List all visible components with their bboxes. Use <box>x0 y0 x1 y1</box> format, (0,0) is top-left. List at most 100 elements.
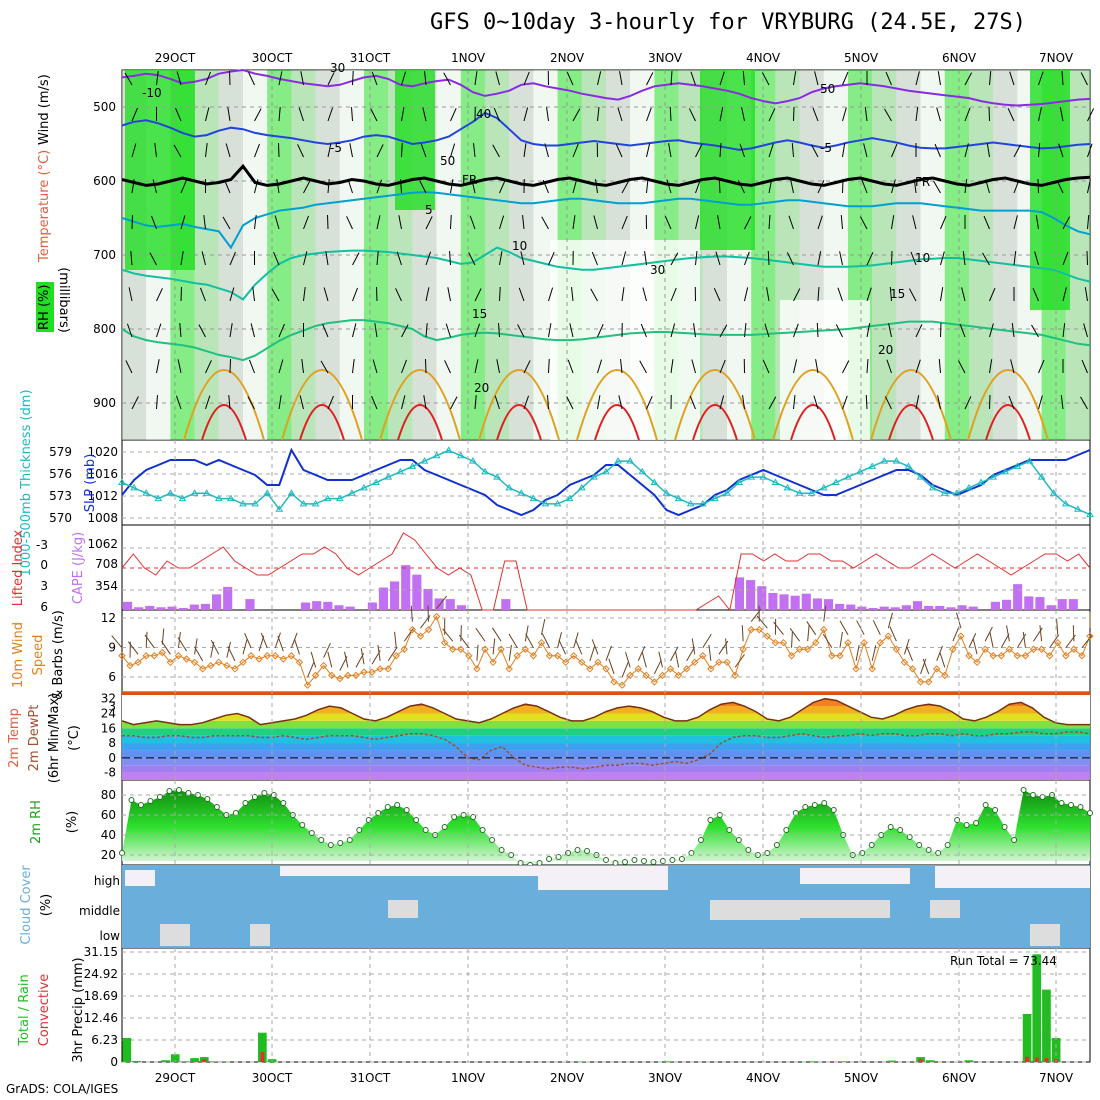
wind-barb <box>1032 287 1039 302</box>
wind-barb <box>419 180 427 194</box>
wind-barb <box>1072 625 1075 642</box>
wind-barb <box>989 71 992 86</box>
wind-barb <box>939 652 946 668</box>
wind-speed-point <box>400 645 409 653</box>
wind-speed-point <box>731 671 739 680</box>
bottom-date-label: 3NOV <box>648 1071 683 1085</box>
rh-unit-label: (%) <box>65 811 80 834</box>
wind-barb <box>1081 635 1093 649</box>
wind-speed-point <box>682 665 691 673</box>
wind-speed-point <box>755 625 763 634</box>
wind-speed-point <box>1005 645 1014 653</box>
wind-speed-point <box>739 645 747 653</box>
wind-speed-point <box>812 638 820 647</box>
wind-barb <box>625 651 631 668</box>
rh-point <box>811 802 818 808</box>
rh-point <box>422 827 429 833</box>
wind-speed-point <box>860 638 868 647</box>
rh-point <box>498 847 505 853</box>
thickness-point <box>384 473 393 480</box>
temp-band <box>122 743 1090 751</box>
rh-point <box>308 830 315 836</box>
wind-barb <box>541 633 550 648</box>
cape-bar <box>846 604 856 610</box>
wind-barb <box>658 651 663 668</box>
rh-point <box>318 837 325 843</box>
wind-speed-point <box>416 632 425 640</box>
wind-barb <box>964 72 973 86</box>
wind-barb <box>915 395 920 410</box>
bottom-date-label: 5NOV <box>844 1071 879 1085</box>
wind-barb <box>198 324 206 338</box>
wind-barb <box>422 107 427 122</box>
wind-barb <box>175 107 182 122</box>
li-tick-label: 3 <box>40 579 48 593</box>
wind-speed-point <box>344 671 352 680</box>
thickness-point <box>420 457 429 464</box>
wind-barb <box>436 595 448 609</box>
wind-barb <box>254 143 260 158</box>
wind-barb <box>376 251 379 266</box>
temp-tick-label: -8 <box>104 766 116 780</box>
wind-speed-point <box>142 652 150 660</box>
wind-barb <box>1034 251 1039 266</box>
wind-barb <box>1009 71 1015 86</box>
cape-tick-label: 1062 <box>87 537 118 551</box>
thickness-tick-label: 570 <box>49 511 72 525</box>
run-total-label: Run Total = 73.44 <box>950 954 1057 968</box>
wind-speed-point <box>424 625 433 634</box>
thickness-point <box>481 467 489 475</box>
wind-barb <box>425 216 433 230</box>
thickness-point <box>904 462 913 469</box>
wind-speed-point <box>763 632 772 640</box>
wind-barb <box>664 216 672 230</box>
wind-speed-point <box>803 645 812 653</box>
wind-speed-point <box>360 668 368 676</box>
thickness-tick-label: 576 <box>49 467 72 481</box>
cloud-row-label: middle <box>79 904 120 918</box>
wind-barb <box>471 179 476 194</box>
wind-barb <box>605 645 612 662</box>
cloud-row-label: low <box>100 929 121 943</box>
wind-speed-point <box>876 638 884 647</box>
thickness-point <box>771 478 780 485</box>
wind-barb <box>768 214 771 230</box>
wind-barb <box>424 71 427 86</box>
pressure-tick-label: 600 <box>93 174 116 188</box>
cape-bar <box>367 602 377 610</box>
wind-speed-point <box>570 652 578 660</box>
thickness-point <box>154 494 163 502</box>
thickness-axis-label: 1000-500mb Thickness (dm) <box>19 389 34 576</box>
wind-barb <box>589 645 596 662</box>
cape-bar <box>301 602 311 610</box>
temp-mask <box>122 695 1090 725</box>
rh-area <box>122 790 1090 865</box>
wind-axis-label-1: 10m Wind <box>11 622 26 688</box>
wind-speed-point <box>207 661 215 670</box>
rh-shade <box>243 70 268 440</box>
wind-barb <box>888 323 892 338</box>
rh-point <box>470 814 477 820</box>
li-axis-label: Lifted Index <box>11 529 26 606</box>
precip-bar <box>190 1058 199 1062</box>
wind-speed-point <box>545 652 554 660</box>
wind-barb <box>934 143 941 158</box>
temp-band <box>122 772 1090 780</box>
wind-speed-point <box>1054 638 1062 647</box>
wind-barb <box>597 324 604 338</box>
thickness-point <box>505 483 514 491</box>
wind-barb <box>806 621 817 635</box>
wind-barb <box>695 251 698 266</box>
wind-barb <box>768 179 773 194</box>
wind-barb <box>618 395 623 410</box>
rh-point <box>783 827 790 833</box>
wind-barb <box>250 323 255 338</box>
wind-barb <box>839 631 843 648</box>
wind-barb <box>866 252 874 266</box>
wind-speed-point <box>1078 652 1086 660</box>
wind-tick-label: 12 <box>101 611 116 625</box>
wind-speed-point <box>578 658 586 667</box>
wind-barb <box>474 395 477 410</box>
wind-speed-point <box>231 665 239 673</box>
